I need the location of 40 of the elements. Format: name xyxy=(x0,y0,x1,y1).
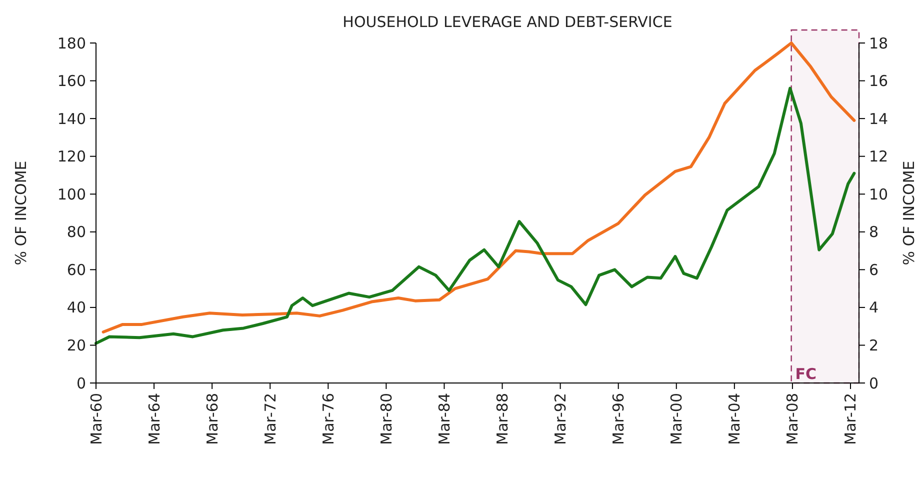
y2-tick-label: 12 xyxy=(869,148,888,166)
x-tick-label: Mar-92 xyxy=(552,393,570,445)
y-tick-label: 80 xyxy=(66,223,86,242)
chart-title: HOUSEHOLD LEVERAGE AND DEBT-SERVICE xyxy=(342,13,672,31)
x-tick-label: Mar-68 xyxy=(203,393,222,445)
x-tick-label: Mar-96 xyxy=(610,393,628,445)
line-series xyxy=(102,42,856,334)
y2-tick-label: 2 xyxy=(869,336,879,354)
y-tick-label: 120 xyxy=(57,148,86,166)
y-tick-label: 0 xyxy=(76,374,86,392)
y-tick-label: 160 xyxy=(57,72,86,90)
y-tick-label: 100 xyxy=(57,185,86,204)
x-tick-label: Mar-84 xyxy=(435,393,454,445)
x-tick-label: Mar-04 xyxy=(726,393,744,445)
x-tick-label: Mar-72 xyxy=(261,393,280,445)
x-tick-label: Mar-08 xyxy=(784,393,802,445)
y2-tick-label: 6 xyxy=(869,260,879,279)
line-series xyxy=(94,86,856,345)
y2-tick-label: 16 xyxy=(869,72,888,90)
y2-tick-label: 14 xyxy=(869,110,888,128)
y-axis-title: % OF INCOME xyxy=(12,160,30,266)
y-tick-label: 60 xyxy=(66,260,86,279)
y2-tick-label: 4 xyxy=(869,298,879,317)
x-tick-label: Mar-80 xyxy=(377,393,396,445)
y2-tick-label: 10 xyxy=(869,185,888,204)
y-tick-label: 140 xyxy=(57,110,86,128)
y-tick-label: 40 xyxy=(66,298,86,317)
y2-axis-title: % OF INCOME xyxy=(900,160,918,266)
x-tick-label: Mar-60 xyxy=(87,393,106,445)
x-tick-label: Mar-12 xyxy=(842,393,860,445)
band-label: FC xyxy=(795,365,817,383)
y-tick-label: 20 xyxy=(66,336,86,354)
x-tick-label: Mar-88 xyxy=(494,393,512,445)
x-tick-label: Mar-00 xyxy=(668,393,686,445)
x-tick-label: Mar-64 xyxy=(145,393,164,445)
x-tick-label: Mar-76 xyxy=(319,393,338,445)
y-tick-label: 180 xyxy=(57,34,86,52)
y2-tick-label: 0 xyxy=(869,374,879,392)
y2-tick-label: 8 xyxy=(869,223,879,242)
y2-tick-label: 18 xyxy=(869,34,888,52)
